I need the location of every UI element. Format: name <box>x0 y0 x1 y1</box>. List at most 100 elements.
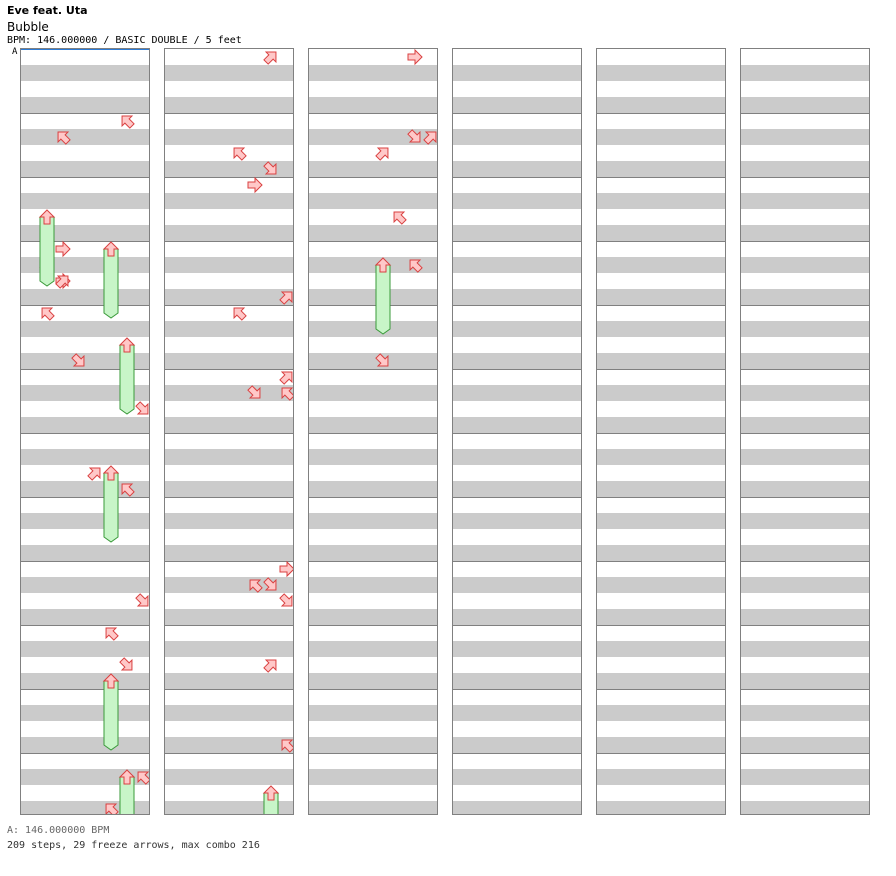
beat-stripe <box>453 513 581 529</box>
beat-stripe <box>741 513 869 529</box>
beat-stripe <box>741 97 869 113</box>
beat-stripe <box>21 449 149 465</box>
beat-stripe <box>453 449 581 465</box>
measure-line <box>21 753 149 754</box>
measure-line <box>165 369 293 370</box>
measure-line <box>21 625 149 626</box>
beat-stripe <box>309 225 437 241</box>
beat-stripe <box>309 129 437 145</box>
chart-column-5 <box>596 48 726 815</box>
step-arrow <box>393 211 407 225</box>
beat-stripe <box>165 97 293 113</box>
measure-line <box>165 561 293 562</box>
beat-stripe <box>165 225 293 241</box>
beat-stripe <box>597 417 725 433</box>
beat-stripe <box>165 769 293 785</box>
beat-stripe <box>741 257 869 273</box>
beat-stripe <box>21 353 149 369</box>
chart-summary: 209 steps, 29 freeze arrows, max combo 2… <box>7 840 260 851</box>
beat-stripe <box>21 769 149 785</box>
step-arrow <box>41 307 55 321</box>
beat-stripe <box>597 257 725 273</box>
beat-stripe <box>165 193 293 209</box>
measure-line <box>597 305 725 306</box>
beat-stripe <box>741 673 869 689</box>
measure-line <box>165 625 293 626</box>
measure-line <box>597 113 725 114</box>
beat-stripe <box>597 801 725 814</box>
beat-stripe <box>741 65 869 81</box>
step-arrow <box>279 560 293 578</box>
beat-stripe <box>597 129 725 145</box>
beat-stripe <box>453 705 581 721</box>
measure-line <box>741 241 869 242</box>
step-arrow <box>233 147 247 161</box>
measure-line <box>21 561 149 562</box>
beat-stripe <box>21 161 149 177</box>
beat-stripe <box>309 289 437 305</box>
beat-stripe <box>165 321 293 337</box>
step-arrow <box>55 275 69 289</box>
measure-line <box>741 561 869 562</box>
beat-stripe <box>21 257 149 273</box>
measure-line <box>741 753 869 754</box>
beat-stripe <box>309 737 437 753</box>
beat-stripe <box>21 737 149 753</box>
measure-line <box>21 689 149 690</box>
step-arrow <box>149 623 150 643</box>
beat-stripe <box>21 225 149 241</box>
measure-line <box>309 177 437 178</box>
beat-stripe <box>165 65 293 81</box>
beat-stripe <box>453 321 581 337</box>
beat-stripe <box>453 641 581 657</box>
beat-stripe <box>741 801 869 814</box>
chart-column-6 <box>740 48 870 815</box>
beat-stripe <box>741 193 869 209</box>
beat-stripe <box>453 673 581 689</box>
beat-stripe <box>741 225 869 241</box>
bpm-marker-label: A <box>12 47 18 57</box>
beat-stripe <box>165 801 293 814</box>
beat-stripe <box>21 577 149 593</box>
chart-column-4 <box>452 48 582 815</box>
beat-stripe <box>309 577 437 593</box>
measure-line <box>597 625 725 626</box>
chart-info: BPM: 146.000000 / BASIC DOUBLE / 5 feet <box>7 35 242 46</box>
step-arrow <box>149 511 150 531</box>
beat-stripe <box>741 545 869 561</box>
step-arrow <box>263 659 277 673</box>
beat-stripe <box>453 545 581 561</box>
beat-stripe <box>21 97 149 113</box>
beat-stripe <box>165 737 293 753</box>
beat-stripe <box>597 609 725 625</box>
beat-stripe <box>597 449 725 465</box>
beat-stripe <box>453 769 581 785</box>
measure-line <box>309 497 437 498</box>
beat-stripe <box>741 737 869 753</box>
beat-stripe <box>309 673 437 689</box>
measure-line <box>453 753 581 754</box>
measure-line <box>165 689 293 690</box>
beat-stripe <box>453 161 581 177</box>
beat-stripe <box>309 65 437 81</box>
beat-stripe <box>165 449 293 465</box>
beat-stripe <box>21 385 149 401</box>
beat-stripe <box>453 385 581 401</box>
measure-line <box>453 561 581 562</box>
beat-stripe <box>165 641 293 657</box>
beat-stripe <box>309 417 437 433</box>
beat-stripe <box>597 481 725 497</box>
measure-line <box>21 497 149 498</box>
beat-stripe <box>309 641 437 657</box>
beat-stripe <box>597 385 725 401</box>
beat-stripe <box>597 769 725 785</box>
beat-stripe <box>165 545 293 561</box>
beat-stripe <box>309 801 437 814</box>
step-arrow <box>55 272 71 290</box>
step-arrow <box>407 49 423 66</box>
chart-column-2 <box>164 48 294 815</box>
chart-column-3 <box>308 48 438 815</box>
beat-stripe <box>21 705 149 721</box>
measure-line <box>741 689 869 690</box>
measure-line <box>453 241 581 242</box>
